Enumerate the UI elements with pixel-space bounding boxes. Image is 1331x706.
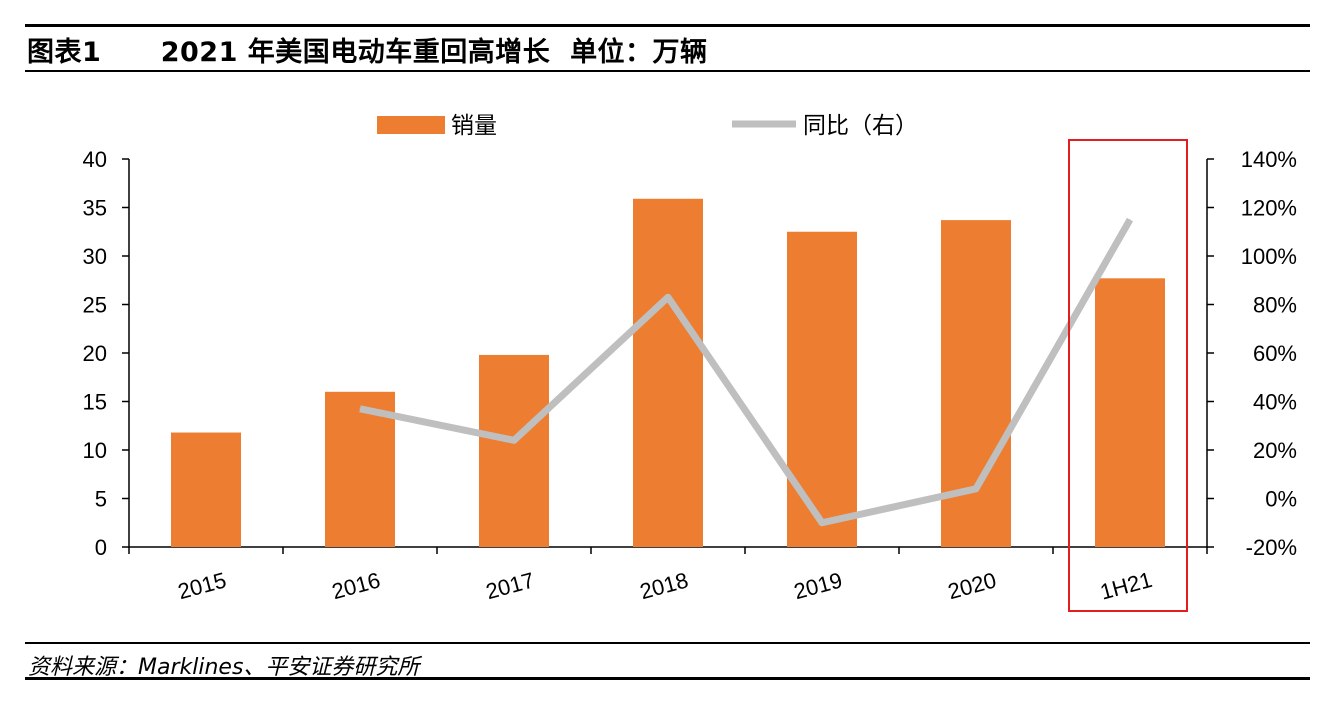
figure-label: 图表1 (27, 37, 102, 68)
right-axis-tick-label: 100% (1241, 244, 1297, 269)
right-axis-tick-label: 0% (1265, 487, 1297, 512)
combo-chart: 0 5 10 15 20 25 30 35 40 -20% 0% 20% 40% 60% 80% 100% 12… (83, 113, 1297, 612)
left-axis-tick-label: 10 (83, 438, 107, 463)
bottom-rule (25, 677, 1310, 680)
highlight-box-1H21 (1068, 139, 1188, 612)
right-axis-tick-label: 20% (1253, 438, 1297, 463)
figure-title-text: 2021 年美国电动车重回高增长 (160, 37, 551, 68)
legend-bar-swatch (377, 116, 445, 134)
figure-title: 图表1 2021 年美国电动车重回高增长 单位：万辆 (27, 30, 708, 69)
right-axis-tick-label: -20% (1246, 535, 1297, 560)
right-axis-tick-label: 140% (1241, 147, 1297, 172)
source-top-rule (25, 642, 1310, 644)
title-underline (25, 70, 1310, 72)
bar-2019 (787, 231, 857, 547)
source-note: 资料来源：Marklines、平安证券研究所 (28, 655, 420, 680)
figure-unit: 单位：万辆 (570, 37, 708, 68)
x-axis-category-label: 2017 (483, 567, 537, 604)
x-axis-category-label: 2018 (637, 567, 691, 604)
left-axis-tick-label: 20 (83, 341, 107, 366)
x-axis-category-label: 2020 (945, 567, 999, 604)
left-axis-tick-label: 15 (83, 390, 107, 415)
bar-2015 (171, 432, 241, 547)
x-axis-category-label: 2019 (791, 567, 845, 604)
bar-1H21 (1095, 278, 1165, 547)
legend-bar-label: 销量 (451, 113, 497, 139)
x-axis-category-label: 2015 (175, 567, 229, 604)
right-axis-tick-label: 80% (1253, 293, 1297, 318)
yoy-point-2020 (975, 488, 977, 490)
left-axis-tick-label: 5 (95, 487, 107, 512)
x-axis-category-label: 2016 (329, 567, 383, 604)
left-axis-tick-label: 25 (83, 293, 107, 318)
bar-2016 (325, 391, 395, 547)
yoy-line (359, 217, 1134, 527)
bar-2017 (479, 354, 549, 547)
legend-line-label: 同比（右） (803, 113, 918, 139)
yoy-point-2017 (513, 439, 515, 441)
yoy-point-2019 (821, 522, 823, 524)
yoy-point-1H21 (1129, 219, 1131, 221)
top-rule (25, 24, 1310, 27)
right-axis-tick-label: 120% (1241, 196, 1297, 221)
bar-2020 (941, 220, 1011, 548)
left-axis-tick-label: 30 (83, 244, 107, 269)
x-axis-category-label: 1H21 (1097, 567, 1154, 605)
yoy-point-2016 (359, 408, 361, 410)
yoy-point-2018 (667, 296, 669, 298)
right-axis-tick-label: 60% (1253, 341, 1297, 366)
left-axis-tick-label: 0 (95, 535, 107, 560)
right-axis-tick-label: 40% (1253, 390, 1297, 415)
left-axis-tick-label: 40 (83, 147, 107, 172)
bar-2018 (633, 198, 703, 547)
left-axis-tick-label: 35 (83, 196, 107, 221)
